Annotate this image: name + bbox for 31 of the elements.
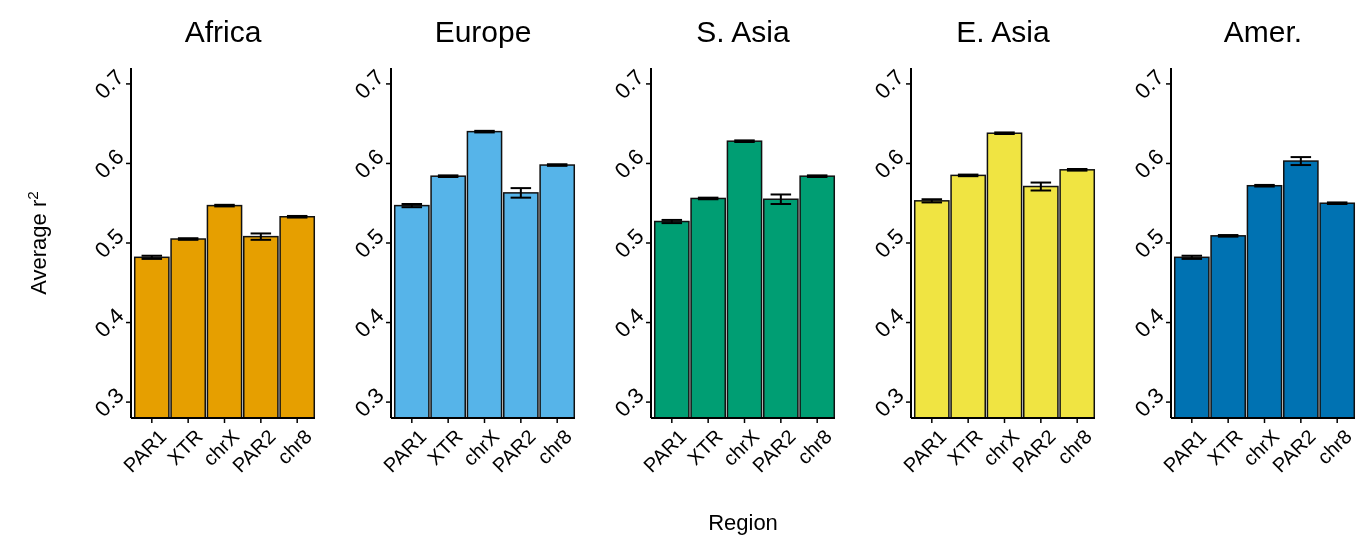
y-tick-label: 0.4 (349, 303, 389, 343)
y-tick-label: 0.6 (609, 143, 649, 184)
y-tick-label: 0.3 (89, 382, 129, 422)
chart-title: Europe (434, 15, 532, 48)
y-tick-label: 0.6 (89, 143, 129, 184)
y-tick-label: 0.6 (349, 143, 389, 184)
y-tick-label: 0.3 (349, 382, 389, 422)
y-tick-label: 0.7 (349, 64, 389, 104)
y-tick-label: 0.4 (869, 303, 909, 343)
chart-title: S. Asia (696, 15, 790, 48)
y-tick-label: 0.5 (609, 223, 649, 263)
y-tick-label: 0.3 (1129, 382, 1169, 422)
y-tick-label: 0.6 (1129, 143, 1169, 184)
y-tick-label: 0.4 (89, 303, 129, 343)
y-tick-label: 0.3 (869, 382, 909, 422)
y-tick-label: 0.7 (1129, 64, 1169, 104)
y-tick-label: 0.5 (869, 223, 909, 263)
y-tick-label: 0.7 (89, 64, 129, 104)
chart-title: E. Asia (956, 15, 1050, 48)
y-tick-label: 0.5 (1129, 223, 1169, 263)
y-tick-label: 0.5 (89, 223, 129, 263)
y-tick-label: 0.4 (1129, 303, 1169, 343)
x-axis-title: Region (708, 510, 778, 535)
y-tick-label: 0.7 (869, 64, 909, 104)
chart-title: Africa (184, 15, 262, 48)
y-tick-label: 0.3 (609, 382, 649, 422)
y-tick-label: 0.7 (609, 64, 649, 104)
y-tick-label: 0.5 (349, 223, 389, 263)
chart-title: Amer. (1223, 15, 1303, 48)
y-tick-label: 0.4 (609, 303, 649, 343)
y-tick-label: 0.6 (869, 143, 909, 184)
